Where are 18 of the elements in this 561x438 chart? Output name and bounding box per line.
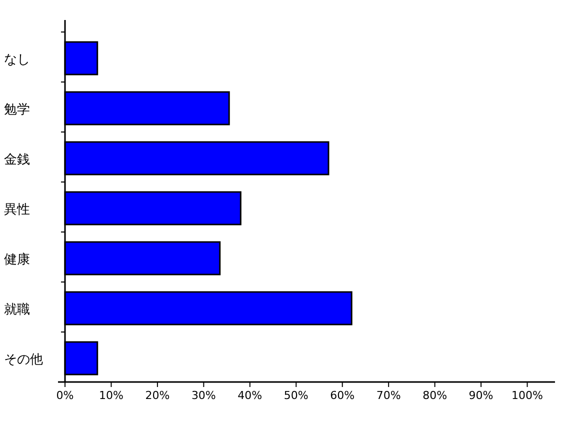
x-tick-label: 20% <box>145 389 170 402</box>
y-tick-label: なし <box>4 52 30 68</box>
x-tick-label: 70% <box>376 389 401 402</box>
y-tick-label: 金銭 <box>4 152 30 168</box>
x-tick-label: 50% <box>284 389 308 402</box>
y-tick-label: 異性 <box>4 202 30 218</box>
x-tick-label: 100% <box>512 389 543 402</box>
x-tick-label: 40% <box>238 389 262 402</box>
y-tick-label: 勉学 <box>4 102 30 118</box>
y-tick-label: 健康 <box>4 252 30 268</box>
y-tick-label: その他 <box>4 352 43 368</box>
x-tick-label: 80% <box>422 389 448 402</box>
x-tick-label: 10% <box>99 389 124 402</box>
x-tick-label: 90% <box>468 389 494 402</box>
x-tick-label: 0% <box>56 389 74 402</box>
x-tick-label: 60% <box>330 389 355 402</box>
x-tick-label: 30% <box>191 389 216 402</box>
y-tick-label: 就職 <box>4 302 30 318</box>
